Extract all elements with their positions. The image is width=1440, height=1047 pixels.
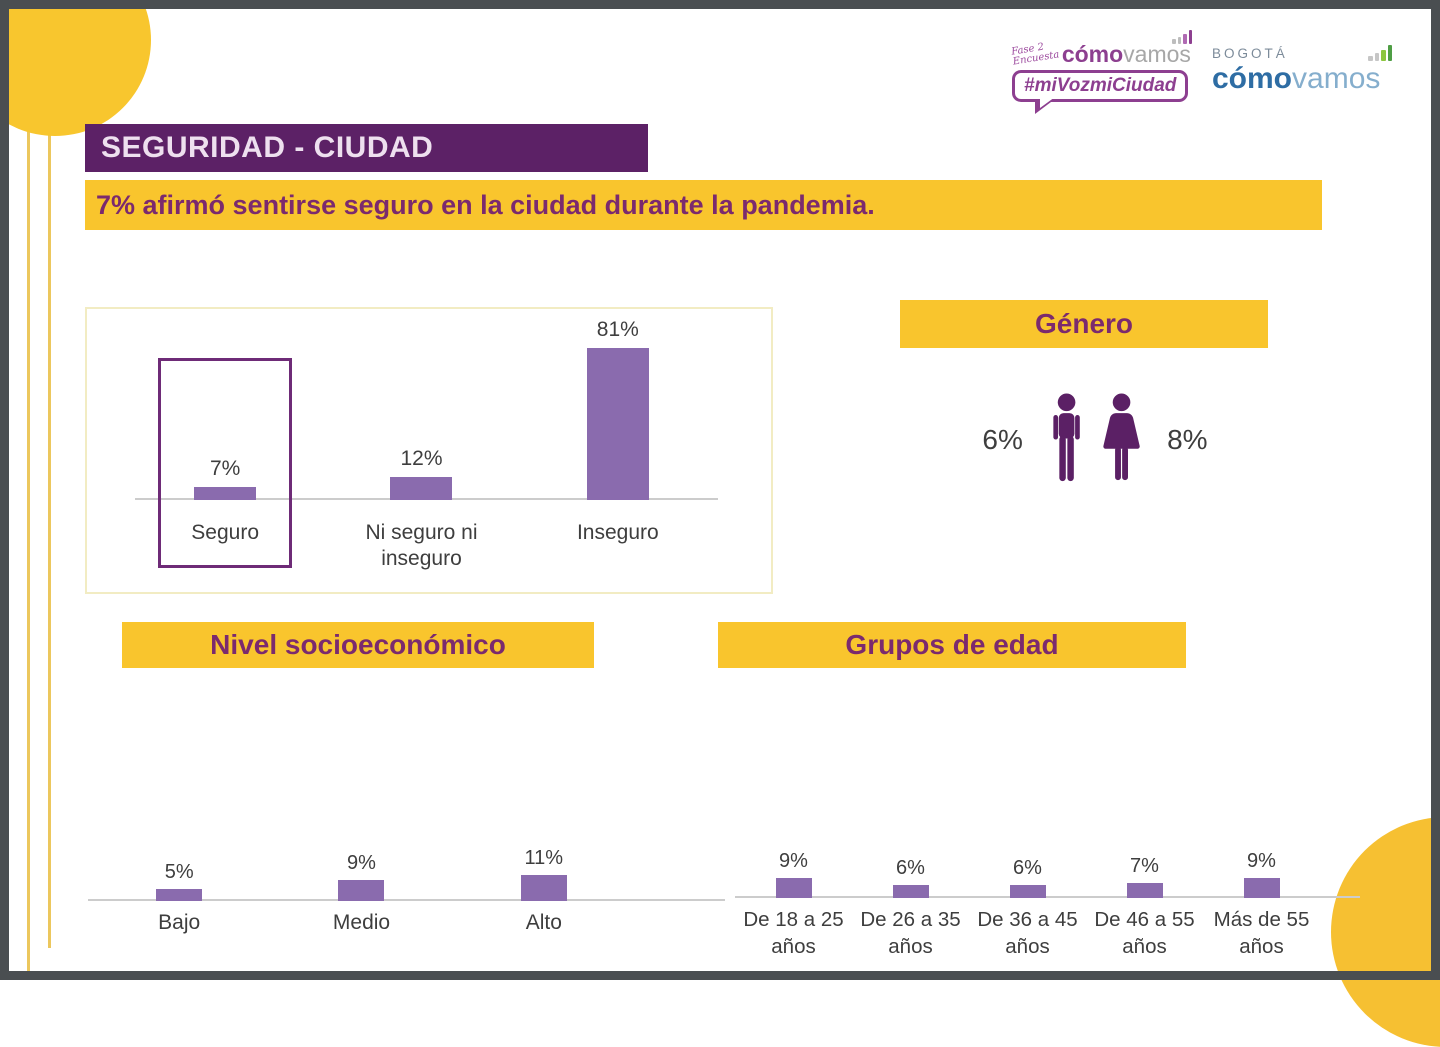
female-value-label: 8% — [1167, 424, 1208, 455]
fase-encuesta-script: Fase 2 Encuesta — [1010, 41, 1061, 68]
bar-group-5: 9% Más de 55 años — [1203, 843, 1320, 962]
bar-group-3: 6% De 36 a 45 años — [969, 843, 1086, 962]
bar — [156, 889, 203, 901]
gold-vertical-line-right — [48, 70, 51, 948]
category-label: Bajo — [158, 911, 201, 934]
bogota-comovamos-logo: BOGOTÁ cómovamos — [1212, 45, 1392, 95]
mivozmiciudad-logo: Fase 2 Encuesta cómovamos #miVozmiCiudad — [1010, 30, 1194, 114]
nse-bar-chart: 5% Bajo 9% Medio 11% Alto — [88, 845, 725, 943]
bar-value-label: 11% — [524, 847, 564, 869]
category-label: De 46 a 55 años — [1094, 908, 1195, 958]
category-label: De 36 a 45 años — [977, 908, 1078, 958]
female-icon — [1100, 393, 1143, 487]
bar-value-label: 81% — [596, 318, 639, 341]
bar-value-label: 7% — [1130, 855, 1159, 877]
bar-chart-icon — [1172, 30, 1192, 44]
genero-pictogram: 6% 8% — [930, 388, 1260, 492]
bar-value-label: 12% — [400, 447, 443, 470]
bar — [586, 348, 649, 500]
speech-bubble: #miVozmiCiudad — [1012, 70, 1189, 114]
category-label: Más de 55 años — [1213, 908, 1310, 958]
bar-value-label: 9% — [347, 852, 376, 874]
x-axis-line — [88, 899, 725, 901]
edad-chart-area: 9% De 18 a 25 años 6% De 26 a 35 años 6% De 3… — [735, 843, 1360, 962]
category-label: De 26 a 35 años — [860, 908, 961, 958]
x-axis-line — [735, 896, 1360, 898]
bar-group-4: 7% De 46 a 55 años — [1086, 843, 1203, 962]
gold-vertical-line-left — [27, 70, 30, 971]
bar — [520, 875, 567, 901]
bar — [1009, 885, 1046, 898]
edad-section-title: Grupos de edad — [718, 622, 1186, 668]
bar-value-label: 9% — [779, 850, 808, 872]
page-title: SEGURIDAD - CIUDAD — [85, 124, 648, 172]
bar — [1126, 883, 1163, 898]
comovamos-wordmark: cómovamos — [1061, 41, 1191, 67]
category-label: Seguro — [191, 521, 260, 544]
bar-group-1: 9% De 18 a 25 años — [735, 843, 852, 962]
bogota-label: BOGOTÁ — [1212, 46, 1288, 61]
bar-value-label: 6% — [1013, 857, 1042, 879]
bar — [338, 880, 385, 901]
seguridad-bar-chart: 7% Seguro 12% Ni seguro ni inseguro 81% Inseg… — [87, 309, 771, 592]
category-label: De 18 a 25 años — [743, 908, 844, 958]
bar — [775, 878, 812, 898]
category-label: Ni seguro ni inseguro — [365, 521, 478, 570]
bar-group-3: 11% Alto — [453, 845, 635, 943]
bar-group-1: 5% Bajo — [88, 845, 270, 943]
bar — [194, 487, 257, 500]
male-icon — [1047, 393, 1086, 487]
bar-chart-icon — [1368, 45, 1392, 61]
nse-chart-area: 5% Bajo 9% Medio 11% Alto — [88, 845, 725, 943]
seguridad-chart-panel: 7% Seguro 12% Ni seguro ni inseguro 81% Inseg… — [85, 307, 773, 594]
male-value-label: 6% — [982, 424, 1023, 455]
bar-value-label: 6% — [896, 857, 925, 879]
bar-value-label: 9% — [1247, 850, 1276, 872]
edad-bar-chart: 9% De 18 a 25 años 6% De 26 a 35 años 6% De 3… — [735, 843, 1360, 962]
bar-value-label: 7% — [209, 457, 241, 480]
bar — [892, 885, 929, 898]
bar-group-2: 9% Medio — [270, 845, 452, 943]
bar-value-label: 5% — [164, 861, 194, 883]
bar-group-3: 81% Inseguro — [520, 309, 716, 592]
bar — [390, 477, 453, 500]
subtitle-banner: 7% afirmó sentirse seguro en la ciudad d… — [85, 180, 1322, 230]
genero-section-title: Género — [900, 300, 1268, 348]
hashtag-label: #miVozmiCiudad — [1024, 75, 1177, 96]
nse-section-title: Nivel socioeconómico — [122, 622, 594, 668]
bar — [1243, 878, 1280, 898]
category-label: Inseguro — [576, 521, 659, 544]
yellow-circle-top-left — [0, 0, 151, 136]
category-label: Medio — [332, 911, 391, 934]
bar-group-1: 7% Seguro — [127, 309, 323, 592]
category-label: Alto — [525, 911, 562, 934]
bar-group-2: 6% De 26 a 35 años — [852, 843, 969, 962]
comovamos-wordmark: cómovamos — [1212, 62, 1381, 95]
bar-group-2: 12% Ni seguro ni inseguro — [323, 309, 519, 592]
